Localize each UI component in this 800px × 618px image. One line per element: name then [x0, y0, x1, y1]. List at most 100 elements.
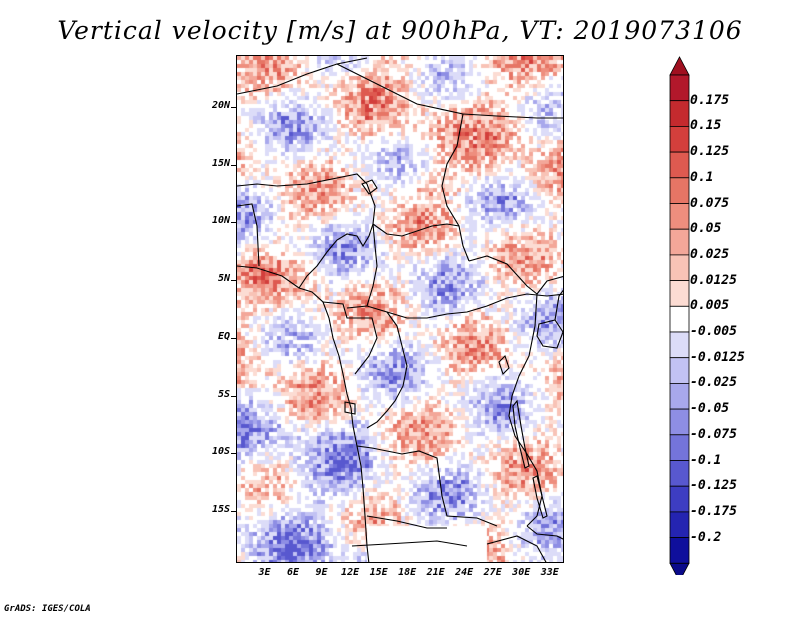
colorbar-top-arrow	[669, 56, 690, 76]
lat-tick	[231, 164, 236, 166]
lon-label: 24E	[455, 567, 474, 578]
map-title: Vertical velocity [m/s] at 900hPa, VT: 2…	[57, 16, 743, 45]
border-chad-sudan	[441, 113, 470, 262]
colorbar-box	[669, 357, 690, 384]
colorbar-label: 0.15	[690, 118, 722, 134]
colorbar-box	[669, 331, 690, 359]
border-angola-namibia	[351, 540, 468, 547]
border-cameroon-car	[366, 223, 378, 307]
lake-chad	[361, 179, 378, 195]
colorbar-label: 0.0125	[690, 272, 737, 288]
border-car-south	[346, 293, 563, 319]
colorbar-box	[669, 434, 690, 461]
colorbar-label: -0.2	[690, 529, 722, 545]
lon-label: 12E	[341, 567, 360, 578]
colorbar	[669, 56, 690, 575]
colorbar-label: -0.005	[690, 324, 737, 339]
colorbar-label: 0.075	[690, 195, 730, 211]
lon-label: 27E	[483, 567, 502, 578]
colorbar-label: 0.125	[690, 144, 730, 160]
border-gabon	[322, 301, 378, 375]
lat-label: 15S	[211, 504, 230, 516]
border-drc-angola	[356, 445, 498, 527]
lat-label: 5N	[217, 273, 230, 285]
colorbar-box	[669, 408, 690, 436]
lake-victoria	[536, 319, 563, 349]
lon-label: 6E	[287, 567, 300, 578]
colorbar-box	[669, 460, 690, 487]
lat-label: EQ	[217, 330, 230, 342]
grads-credit: GrADS: IGES/COLA	[4, 604, 91, 614]
colorbar-label: -0.0125	[690, 349, 745, 365]
lat-label: 10S	[211, 446, 230, 458]
colorbar-box	[669, 177, 690, 204]
border-benin	[237, 203, 260, 267]
lat-tick	[231, 337, 236, 339]
colorbar-box	[669, 254, 690, 281]
colorbar-label: -0.175	[690, 503, 737, 519]
border-ethiopia	[536, 275, 563, 295]
colorbar-box	[669, 305, 690, 333]
lake-kivu	[498, 354, 510, 376]
zimbabwe-border	[486, 535, 547, 562]
lat-tick	[231, 280, 236, 282]
colorbar-label: -0.025	[690, 375, 737, 391]
lake-tanganyika	[512, 399, 530, 469]
border-chad-nigeria	[276, 173, 376, 225]
border-congo-drc	[366, 311, 408, 429]
lon-label: 3E	[258, 567, 271, 578]
lat-tick	[231, 453, 236, 455]
border-car-north	[372, 223, 460, 237]
country-borders	[237, 57, 563, 562]
lat-tick	[231, 106, 236, 108]
colorbar-label: -0.1	[690, 452, 722, 468]
colorbar-box	[669, 485, 690, 513]
colorbar-box	[669, 203, 690, 230]
lat-tick	[231, 395, 236, 397]
lake-malawi	[532, 475, 548, 519]
lat-tick	[231, 511, 236, 513]
colorbar-box	[669, 74, 690, 102]
lat-label: 20N	[211, 99, 230, 111]
colorbar-box	[669, 100, 690, 127]
colorbar-box	[669, 228, 690, 256]
lon-label: 9E	[315, 567, 328, 578]
map-plot-area	[236, 55, 564, 563]
colorbar-box	[669, 511, 690, 538]
border-ug-kenya	[554, 289, 563, 321]
colorbar-label: 0.025	[690, 246, 730, 262]
colorbar-label: 0.1	[690, 169, 714, 185]
border-egypt-sudan	[462, 113, 563, 119]
border-zambia-tanzania	[526, 525, 563, 540]
colorbar-label: -0.05	[690, 401, 730, 417]
lat-label: 15N	[211, 157, 230, 169]
coastline-gulf-of-guinea	[237, 265, 370, 562]
lon-label: 18E	[398, 567, 417, 578]
lon-label: 15E	[369, 567, 388, 578]
colorbar-box	[669, 280, 690, 307]
colorbar-label: -0.125	[690, 478, 737, 494]
lon-label: 33E	[540, 567, 559, 578]
colorbar-bottom-arrow	[669, 562, 690, 575]
colorbar-label: 0.175	[690, 92, 730, 108]
colorbar-box	[669, 151, 690, 179]
border-drc-east	[508, 293, 543, 527]
border-nigeria-cameroon	[298, 223, 374, 289]
colorbar-label: 0.05	[690, 221, 722, 237]
border-chad-libya	[336, 63, 464, 115]
border-angola-zambia	[366, 515, 447, 529]
lat-tick	[231, 222, 236, 224]
colorbar-box	[669, 537, 690, 564]
colorbar-label: -0.075	[690, 426, 737, 442]
border-niger-nigeria	[237, 183, 278, 187]
colorbar-box	[669, 382, 690, 410]
lon-label: 21E	[426, 567, 445, 578]
lon-label: 30E	[512, 567, 531, 578]
colorbar-label: 0.005	[690, 298, 730, 314]
border-niger-chad	[237, 57, 368, 95]
lat-label: 10N	[211, 215, 230, 227]
vertical-velocity-field	[237, 56, 563, 562]
border-sudan-southsudan	[468, 255, 538, 295]
cabinda	[344, 401, 356, 415]
lat-label: 5S	[217, 388, 230, 400]
